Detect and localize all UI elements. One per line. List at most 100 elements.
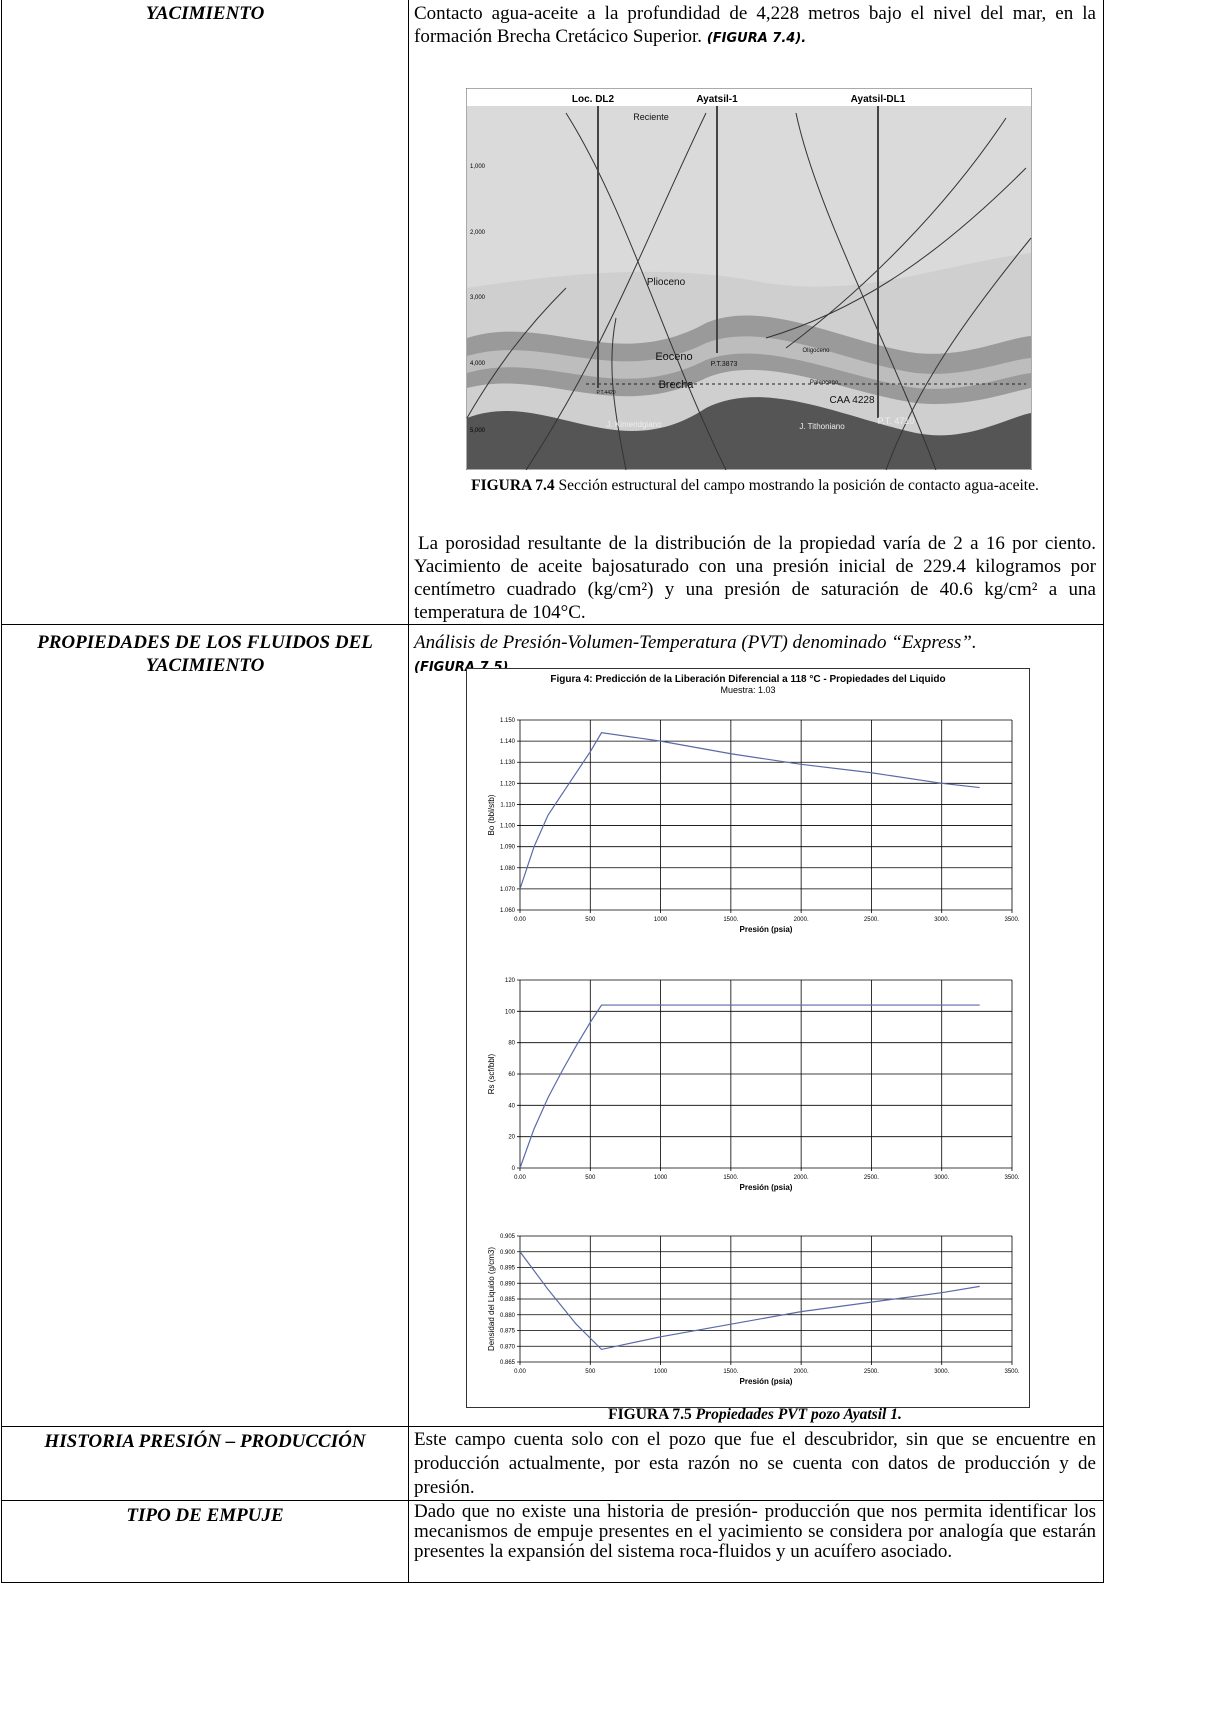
x-tick-label: 1500.	[723, 917, 738, 923]
y-tick-label: 1.080	[500, 866, 516, 872]
y-tick-label: 1.100	[500, 824, 516, 830]
x-tick-label: 2000.	[794, 1369, 809, 1375]
x-axis-label: Presión (psia)	[740, 1183, 793, 1192]
layer	[467, 336, 1031, 389]
y-tick-label: 0.885	[500, 1297, 516, 1303]
row-text: La porosidad resultante de la distribuci…	[414, 533, 1096, 623]
depth-label: 2,000	[470, 230, 486, 236]
chart-subtitle: Muestra: 1.03	[720, 685, 775, 695]
annotation: P.T.3873	[711, 361, 738, 368]
y-tick-label: 20	[508, 1135, 515, 1141]
y-tick-label: 80	[508, 1041, 515, 1047]
x-tick-label: 2500.	[864, 1369, 879, 1375]
border	[1, 624, 1104, 625]
formation-label: Reciente	[633, 112, 669, 122]
annotation: P.T. 4710	[878, 416, 915, 426]
x-tick-label: 1500.	[723, 1369, 738, 1375]
cross-section: Loc. DL2 Ayatsil-1 Ayatsil-DL1 1,000 2,000 3,…	[466, 88, 1032, 470]
y-tick-label: 0.890	[500, 1281, 516, 1287]
x-tick-label: 500	[585, 1369, 596, 1375]
depth-label: 4,000	[470, 361, 486, 367]
y-tick-label: 100	[505, 1009, 516, 1015]
x-axis-label: Presión (psia)	[740, 925, 793, 934]
y-tick-label: 0	[512, 1166, 516, 1172]
caption: FIGURA 7.4 Sección estructural del campo…	[440, 477, 1070, 495]
y-tick-label: 0.900	[500, 1250, 516, 1256]
border	[1, 1426, 1104, 1427]
data-line	[519, 732, 980, 890]
pvt-figure: Figura 4: Predicción de la Liberación Di…	[466, 668, 1030, 1408]
y-tick-label: 1.120	[500, 781, 516, 787]
row-text: Dado que no existe una historia de presi…	[414, 1501, 1096, 1562]
row-text: Contacto agua-aceite a la profundidad de…	[414, 2, 1096, 50]
x-tick-label: 2500.	[864, 917, 879, 923]
row-text: Este campo cuenta solo con el pozo que f…	[414, 1429, 1096, 1498]
border	[1, 0, 2, 1583]
frame	[466, 668, 1030, 1408]
data-line	[519, 1004, 980, 1169]
y-tick-label: 1.130	[500, 760, 516, 766]
formation-label: J. Kimeridgiano	[606, 420, 662, 429]
depth-label: 1,000	[470, 164, 486, 170]
formation-label: Paleoceno	[810, 380, 839, 386]
well-label: Ayatsil-DL1	[851, 94, 906, 105]
x-tick-label: 0.00	[514, 917, 526, 923]
formation-label: Oligoceno	[802, 348, 830, 354]
x-tick-label: 3000.	[934, 917, 949, 923]
x-tick-label: 2000.	[794, 1175, 809, 1181]
border	[1103, 0, 1104, 1583]
x-tick-label: 500	[585, 1175, 596, 1181]
x-tick-label: 3000.	[934, 1175, 949, 1181]
y-axis-label: Rs (scf/bbl)	[487, 1053, 496, 1094]
depth-label: 5,000	[470, 428, 486, 434]
y-tick-label: 0.880	[500, 1313, 516, 1319]
y-tick-label: 0.895	[500, 1266, 516, 1272]
y-axis-label: Bo (bbl/stb)	[487, 794, 496, 835]
border	[408, 0, 409, 1583]
x-tick-label: 0.00	[514, 1369, 526, 1375]
y-tick-label: 1.060	[500, 908, 516, 914]
x-tick-label: 2000.	[794, 917, 809, 923]
formation-label: J. Tithoniano	[799, 422, 845, 431]
y-tick-label: 0.875	[500, 1329, 516, 1335]
text: Análisis de Presión-Volumen-Temperatura …	[414, 632, 977, 653]
x-tick-label: 0.00	[514, 1175, 526, 1181]
y-tick-label: 1.090	[500, 845, 516, 851]
y-tick-label: 1.140	[500, 739, 516, 745]
x-tick-label: 2500.	[864, 1175, 879, 1181]
depth-label: 3,000	[470, 295, 486, 301]
formation-label: Brecha	[659, 379, 695, 391]
x-tick-label: 3500.	[1004, 1175, 1019, 1181]
formation-label: Eoceno	[655, 351, 692, 363]
wells	[597, 106, 879, 418]
caption-label: FIGURA 7.4	[471, 477, 555, 494]
caption-text: Propiedades PVT pozo Ayatsil 1.	[695, 1406, 902, 1423]
y-axis-label: Densidad del Liquido (g/cm3)	[487, 1247, 496, 1351]
x-axis-label: Presión (psia)	[740, 1377, 793, 1386]
border	[1, 1500, 1104, 1501]
y-tick-label: 0.870	[500, 1344, 516, 1350]
text: Contacto agua-aceite a la profundidad de…	[414, 3, 1096, 47]
x-tick-label: 1000	[654, 917, 668, 923]
caption: FIGURA 7.5 Propiedades PVT pozo Ayatsil …	[414, 1406, 1096, 1424]
x-tick-label: 1000	[654, 1369, 668, 1375]
annotation: CAA 4228	[829, 395, 874, 406]
well-label: Loc. DL2	[572, 94, 615, 105]
y-tick-label: 40	[508, 1103, 515, 1109]
y-tick-label: 120	[505, 978, 516, 984]
row-label: TIPO DE EMPUJE	[126, 1505, 284, 1526]
border	[1, 1582, 1104, 1583]
annotation: P.T.4420	[596, 390, 615, 396]
caption-label: FIGURA 7.5	[608, 1406, 692, 1423]
y-tick-label: 1.070	[500, 887, 516, 893]
x-tick-label: 500	[585, 917, 596, 923]
formation-label: Plioceno	[647, 277, 686, 288]
row-label: HISTORIA PRESIÓN – PRODUCCIÓN	[44, 1431, 366, 1452]
data-line	[519, 1251, 980, 1351]
y-tick-label: 1.110	[500, 802, 515, 808]
figure-ref: (FIGURA 7.4).	[706, 31, 807, 46]
y-tick-label: 1.150	[500, 718, 516, 724]
x-tick-label: 3500.	[1004, 917, 1019, 923]
x-tick-label: 1000	[654, 1175, 668, 1181]
